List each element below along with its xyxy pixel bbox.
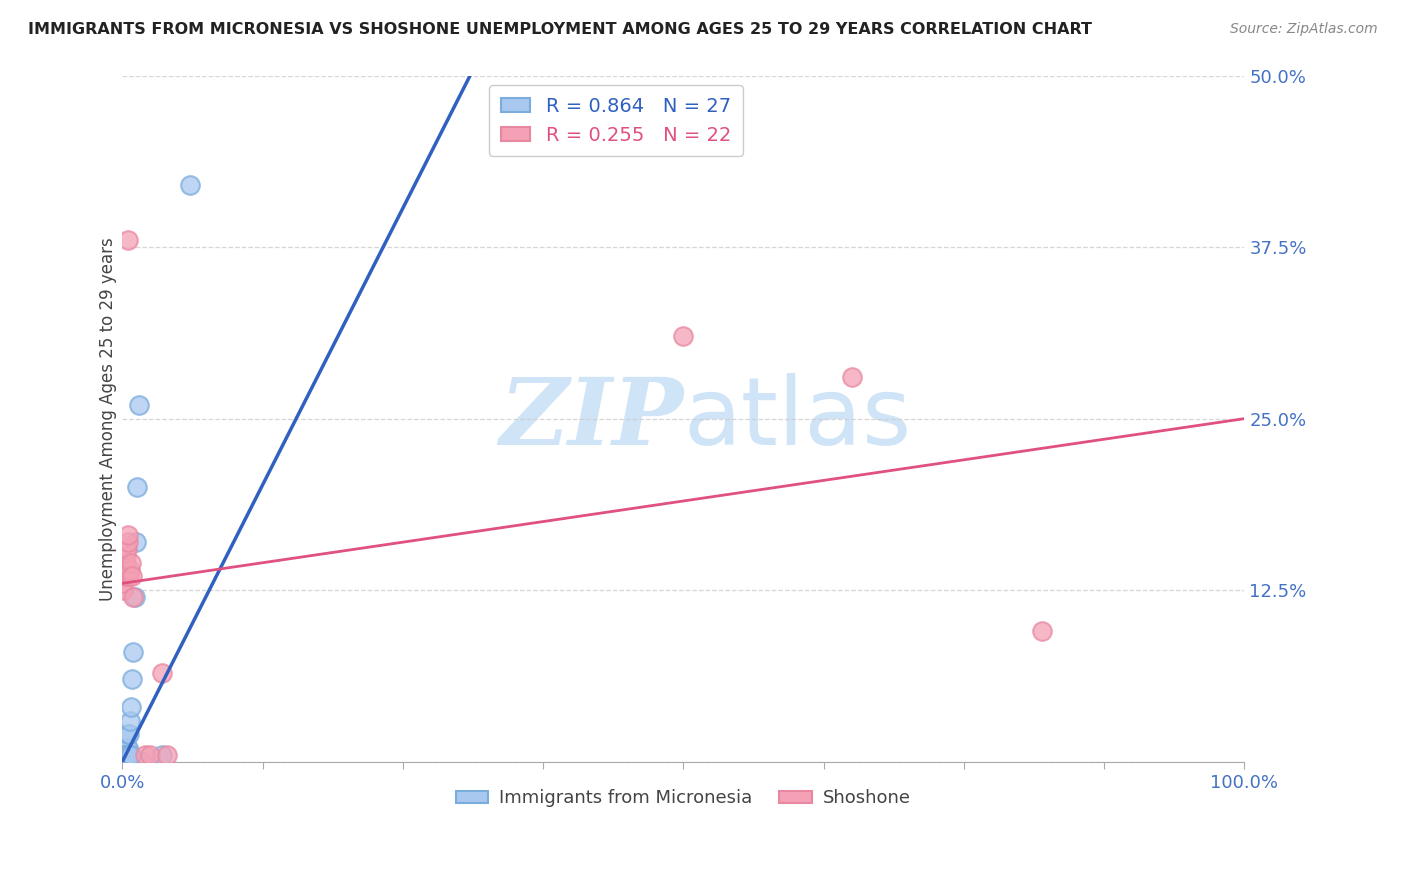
Point: [122, 590, 145, 604]
Point: [125, 535, 148, 549]
Point: [179, 178, 201, 193]
Point: [112, 747, 135, 762]
Point: [117, 233, 139, 247]
Text: atlas: atlas: [683, 373, 911, 465]
Point: [112, 583, 135, 598]
Point: [122, 645, 145, 659]
Point: [120, 563, 142, 577]
Point: [121, 673, 143, 687]
Point: [150, 665, 173, 680]
Point: [114, 747, 136, 762]
Point: [156, 747, 179, 762]
Point: [841, 370, 863, 384]
Point: [114, 747, 136, 762]
Point: [117, 741, 139, 756]
Point: [1031, 624, 1053, 639]
Point: [121, 569, 143, 583]
Point: [112, 747, 135, 762]
Point: [117, 747, 139, 762]
Legend: Immigrants from Micronesia, Shoshone: Immigrants from Micronesia, Shoshone: [449, 782, 918, 814]
Text: ZIP: ZIP: [499, 374, 683, 464]
Point: [118, 747, 141, 762]
Point: [117, 535, 139, 549]
Point: [114, 556, 136, 570]
Point: [134, 747, 156, 762]
Point: [120, 747, 142, 762]
Point: [125, 480, 148, 494]
Point: [118, 727, 141, 741]
Point: [120, 699, 142, 714]
Point: [114, 569, 136, 583]
Point: [115, 542, 138, 557]
Y-axis label: Unemployment Among Ages 25 to 29 years: Unemployment Among Ages 25 to 29 years: [100, 236, 117, 600]
Point: [120, 714, 142, 728]
Point: [131, 755, 153, 769]
Point: [115, 741, 138, 756]
Point: [112, 576, 135, 591]
Text: IMMIGRANTS FROM MICRONESIA VS SHOSHONE UNEMPLOYMENT AMONG AGES 25 TO 29 YEARS CO: IMMIGRANTS FROM MICRONESIA VS SHOSHONE U…: [28, 22, 1092, 37]
Point: [139, 747, 162, 762]
Point: [150, 747, 173, 762]
Text: Source: ZipAtlas.com: Source: ZipAtlas.com: [1230, 22, 1378, 37]
Point: [114, 747, 136, 762]
Point: [114, 747, 136, 762]
Point: [672, 329, 695, 343]
Point: [115, 747, 138, 762]
Point: [114, 549, 136, 563]
Point: [128, 398, 150, 412]
Point: [114, 747, 136, 762]
Point: [118, 569, 141, 583]
Point: [117, 727, 139, 741]
Point: [117, 528, 139, 542]
Point: [120, 556, 142, 570]
Point: [114, 741, 136, 756]
Point: [124, 590, 146, 604]
Point: [114, 563, 136, 577]
